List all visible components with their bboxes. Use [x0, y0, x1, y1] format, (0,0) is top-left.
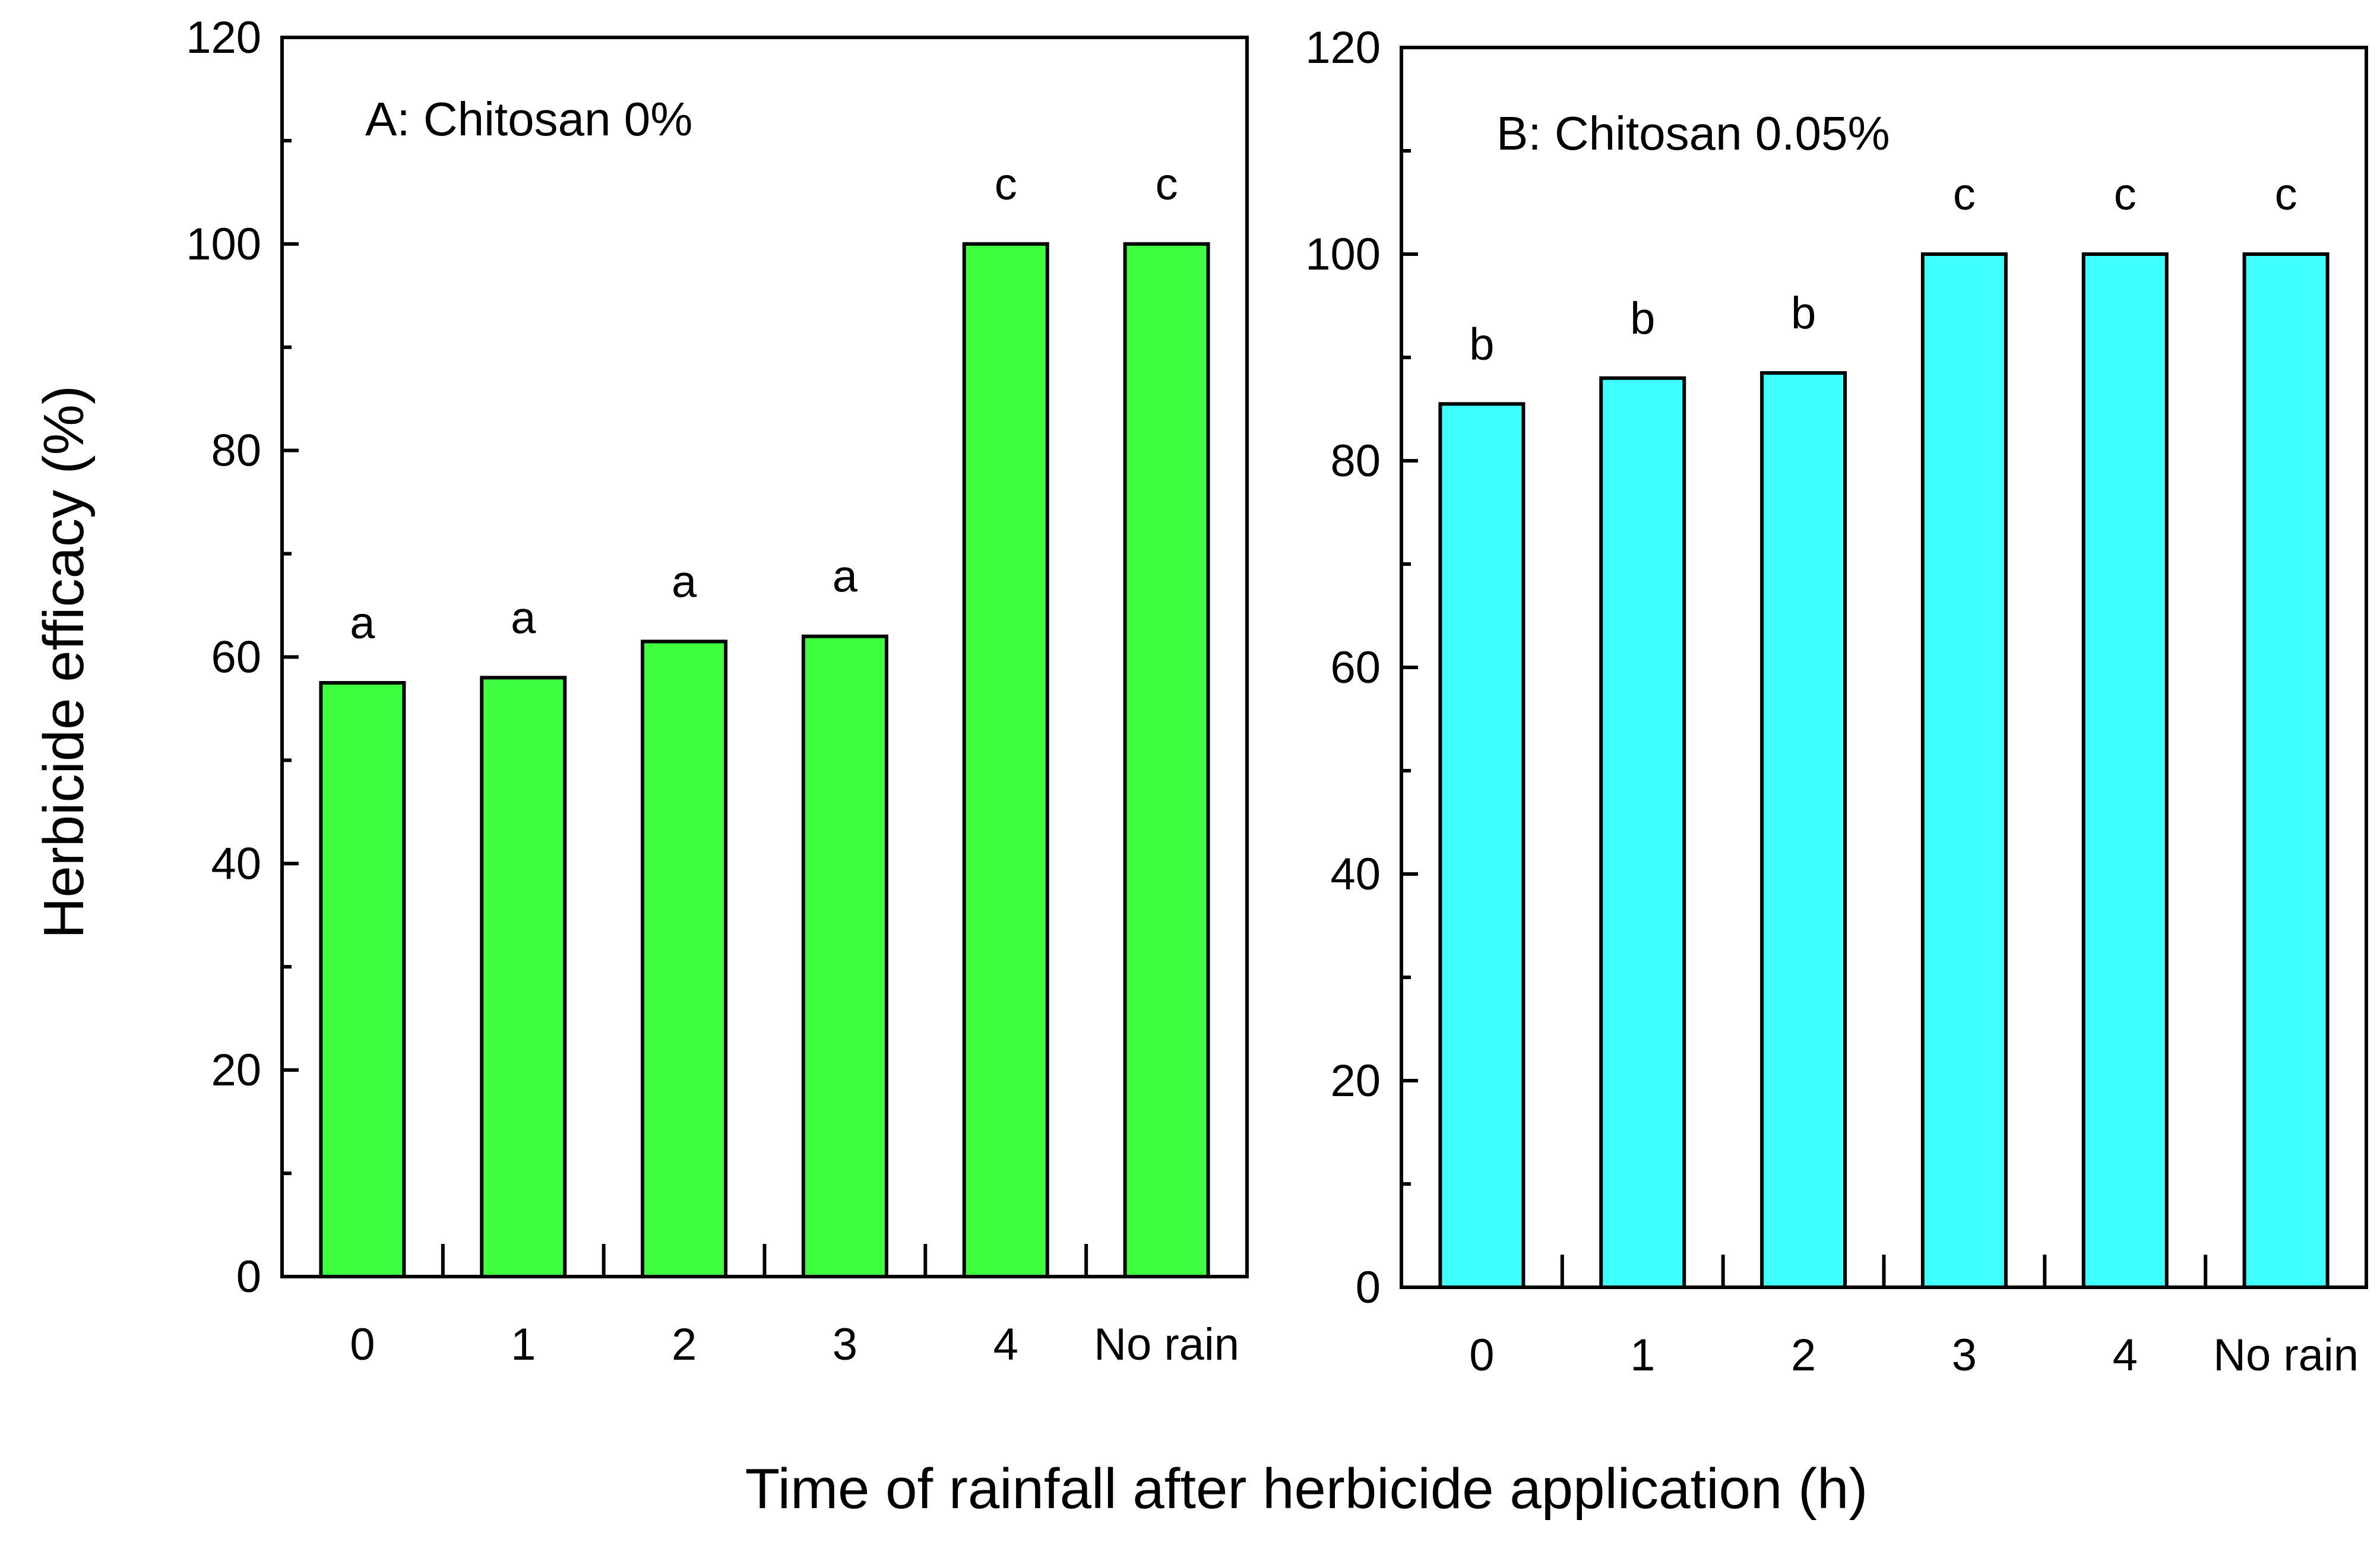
panel-a-bar: [801, 634, 888, 1278]
panel-a-bar: [480, 676, 567, 1278]
panel-b-x-tick-label: 3: [1952, 1330, 1977, 1380]
panel-a-y-tick-label: 120: [186, 12, 261, 63]
panel-b-frame: [1400, 46, 2368, 1289]
panel-b-y-tick-label: 60: [1330, 642, 1381, 693]
panel-b-bar: [1760, 371, 1847, 1289]
panel-a-title: A: Chitosan 0%: [365, 93, 692, 145]
panel-b-bar: [2081, 252, 2169, 1289]
panel-b-y-tick-label: 0: [1356, 1262, 1381, 1313]
panel-a-significance-letter: c: [995, 159, 1017, 210]
panel-b-x-tick-label: 2: [1791, 1330, 1816, 1380]
panel-b: 0 20 40 60 80 100 120 b 0 b 1 b 2 c 3 c 4 c No rain B: Chit…: [1305, 23, 2368, 1380]
panel-b-x-tick-label: 1: [1630, 1330, 1655, 1380]
panel-b-y-tick-label: 20: [1330, 1056, 1381, 1106]
panel-b-bar: [1920, 252, 2008, 1289]
panel-a-significance-letter: a: [833, 552, 858, 602]
panel-b-bar: [1599, 376, 1686, 1289]
panel-a-y-tick-label: 40: [211, 838, 261, 889]
panel-b-significance-letter: c: [1953, 169, 1976, 220]
panel-b-significance-letter: b: [1791, 288, 1816, 338]
panel-b-significance-letter: c: [2114, 169, 2137, 220]
panel-b-x-tick-label: 0: [1469, 1330, 1494, 1380]
x-axis-label: Time of rainfall after herbicide applica…: [745, 1457, 1868, 1521]
panel-b-title: B: Chitosan 0.05%: [1496, 107, 1890, 160]
panel-a-significance-letter: a: [672, 556, 697, 607]
panel-a-bar: [319, 680, 406, 1278]
panel-a-y-tick-label: 60: [211, 632, 261, 683]
panel-b-y-tick-label: 80: [1330, 436, 1381, 486]
panel-a-bar: [641, 639, 728, 1278]
panel-b-x-tick-label: 4: [2113, 1330, 2138, 1380]
panel-a-x-tick-label: 4: [993, 1319, 1018, 1370]
panel-a-bar: [1123, 242, 1210, 1278]
panel-a-x-tick-label: 0: [350, 1319, 375, 1370]
panel-b-y-tick-label: 120: [1305, 23, 1381, 73]
panel-a: 0 20 40 60 80 100 120 a 0 a 1 a 2 a 3 c 4 c No rain A: Chit…: [186, 12, 1249, 1370]
panel-b-bar: [1438, 402, 1526, 1289]
panel-a-significance-letter: a: [511, 593, 536, 643]
panel-a-y-tick-label: 0: [236, 1252, 261, 1302]
y-axis-label: Herbicide efficacy (%): [32, 385, 96, 939]
panel-b-y-tick-label: 100: [1305, 229, 1381, 280]
panel-b-y-tick-label: 40: [1330, 849, 1381, 900]
panel-a-significance-letter: a: [350, 598, 375, 648]
panel-a-y-tick-label: 80: [211, 426, 261, 476]
panel-a-y-tick-label: 100: [186, 219, 261, 270]
panel-a-x-tick-label: 3: [833, 1319, 857, 1370]
panel-b-bar: [2242, 252, 2330, 1289]
panel-a-frame: [280, 36, 1249, 1278]
panel-a-y-tick-label: 20: [211, 1045, 261, 1095]
panel-b-x-tick-label: No rain: [2213, 1330, 2359, 1380]
panel-a-x-tick-label: 2: [672, 1319, 697, 1370]
panel-b-significance-letter: b: [1469, 319, 1494, 369]
panel-a-x-tick-label: No rain: [1094, 1319, 1239, 1370]
panel-a-significance-letter: c: [1156, 159, 1178, 210]
panel-a-bar: [962, 242, 1049, 1278]
panel-a-x-tick-label: 1: [511, 1319, 536, 1370]
panel-b-significance-letter: b: [1630, 293, 1655, 344]
panel-b-significance-letter: c: [2275, 169, 2297, 220]
